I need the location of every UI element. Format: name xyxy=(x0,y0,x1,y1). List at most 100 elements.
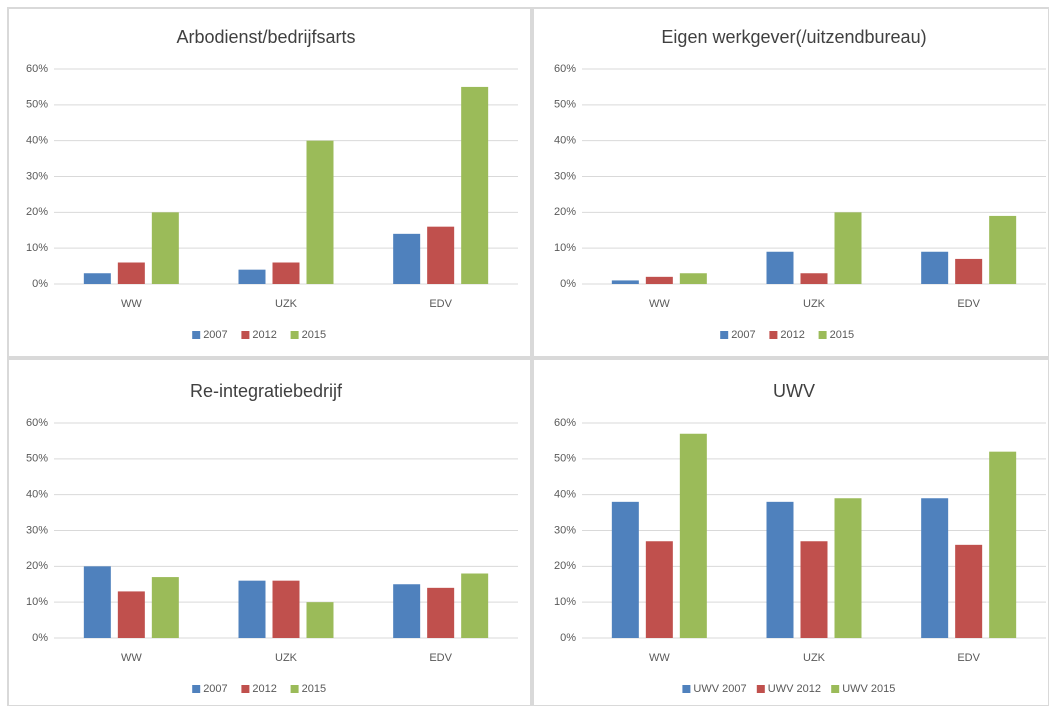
y-tick-label: 40% xyxy=(554,489,576,501)
bar xyxy=(679,273,707,284)
x-tick-label: UZK xyxy=(275,298,298,310)
y-tick-label: 50% xyxy=(554,99,576,111)
legend-swatch xyxy=(192,685,201,693)
bar xyxy=(611,501,639,638)
legend-label: 2007 xyxy=(203,329,227,341)
bar xyxy=(427,587,455,638)
x-tick-label: EDV xyxy=(957,652,980,664)
chart-panel: Re-integratiebedrijf 0% 10% 20% 30% 40% 50% 60%… xyxy=(26,381,518,695)
y-tick-label: 30% xyxy=(26,170,48,182)
legend-label: 2015 xyxy=(830,329,854,341)
x-tick-label: EDV xyxy=(429,652,452,664)
x-tick-label: WW xyxy=(121,298,142,310)
bar xyxy=(800,541,828,638)
legend-swatch xyxy=(831,685,840,693)
y-tick-label: 10% xyxy=(554,242,576,254)
legend-swatch xyxy=(241,331,250,339)
x-tick-label: WW xyxy=(649,298,670,310)
legend-label: 2015 xyxy=(302,329,326,341)
legend-label: UWV 2015 xyxy=(842,683,895,695)
bar xyxy=(306,602,334,638)
legend-label: 2012 xyxy=(252,683,276,695)
y-tick-label: 30% xyxy=(554,170,576,182)
x-tick-label: UZK xyxy=(803,298,826,310)
y-tick-label: 0% xyxy=(560,632,576,644)
bar xyxy=(834,212,862,284)
bar xyxy=(679,433,707,638)
bar xyxy=(427,226,455,284)
legend-label: 2012 xyxy=(780,329,804,341)
y-tick-label: 60% xyxy=(554,417,576,429)
bar xyxy=(272,580,300,638)
chart-title: UWV xyxy=(773,381,815,401)
y-tick-label: 30% xyxy=(26,524,48,536)
x-tick-label: UZK xyxy=(275,652,298,664)
legend-swatch xyxy=(756,685,765,693)
chart-title: Eigen werkgever(/uitzendbureau) xyxy=(661,27,926,47)
y-tick-label: 60% xyxy=(26,63,48,75)
bar xyxy=(83,566,111,638)
bar xyxy=(955,258,983,284)
legend-swatch xyxy=(290,331,299,339)
legend-swatch xyxy=(192,331,201,339)
bar xyxy=(83,273,111,284)
x-tick-label: EDV xyxy=(957,298,980,310)
legend-swatch xyxy=(241,685,250,693)
legend-swatch xyxy=(818,331,827,339)
x-tick-label: WW xyxy=(649,652,670,664)
legend-label: 2012 xyxy=(252,329,276,341)
legend-label: UWV 2012 xyxy=(768,683,821,695)
bar xyxy=(461,86,489,285)
y-tick-label: 60% xyxy=(26,417,48,429)
bar xyxy=(393,233,421,284)
y-tick-label: 50% xyxy=(26,453,48,465)
y-tick-label: 20% xyxy=(26,560,48,572)
y-tick-label: 0% xyxy=(32,278,48,290)
x-tick-label: UZK xyxy=(803,652,826,664)
bar xyxy=(834,498,862,638)
chart-panel: Eigen werkgever(/uitzendbureau) 0% 10% 20% 3… xyxy=(554,27,1046,341)
legend-label: 2007 xyxy=(731,329,755,341)
bar xyxy=(645,541,673,638)
legend-swatch xyxy=(720,331,729,339)
bar xyxy=(461,573,489,638)
chart-title: Re-integratiebedrijf xyxy=(190,381,343,401)
chart-title: Arbodienst/bedrijfsarts xyxy=(176,27,355,47)
bar xyxy=(989,451,1017,638)
legend-swatch xyxy=(682,685,691,693)
y-tick-label: 20% xyxy=(554,560,576,572)
bar xyxy=(766,251,794,284)
y-tick-label: 40% xyxy=(26,489,48,501)
y-tick-label: 20% xyxy=(26,206,48,218)
bar xyxy=(921,498,949,638)
bar xyxy=(151,577,179,638)
legend-swatch xyxy=(769,331,778,339)
bar xyxy=(989,215,1017,284)
bar xyxy=(611,280,639,284)
y-tick-label: 50% xyxy=(26,99,48,111)
bar xyxy=(272,262,300,284)
bar xyxy=(800,273,828,284)
y-tick-label: 0% xyxy=(560,278,576,290)
y-tick-label: 50% xyxy=(554,453,576,465)
bar xyxy=(766,501,794,638)
x-tick-label: EDV xyxy=(429,298,452,310)
legend-label: 2015 xyxy=(302,683,326,695)
legend-label: 2007 xyxy=(203,683,227,695)
legend-label: UWV 2007 xyxy=(693,683,746,695)
y-tick-label: 60% xyxy=(554,63,576,75)
y-tick-label: 30% xyxy=(554,524,576,536)
y-tick-label: 10% xyxy=(26,596,48,608)
y-tick-label: 10% xyxy=(26,242,48,254)
bar xyxy=(151,212,179,284)
bar xyxy=(238,580,266,638)
y-tick-label: 20% xyxy=(554,206,576,218)
y-tick-label: 10% xyxy=(554,596,576,608)
bar xyxy=(117,591,145,638)
bar xyxy=(921,251,949,284)
bar xyxy=(393,584,421,638)
x-tick-label: WW xyxy=(121,652,142,664)
bar xyxy=(645,276,673,284)
bar xyxy=(306,140,334,284)
